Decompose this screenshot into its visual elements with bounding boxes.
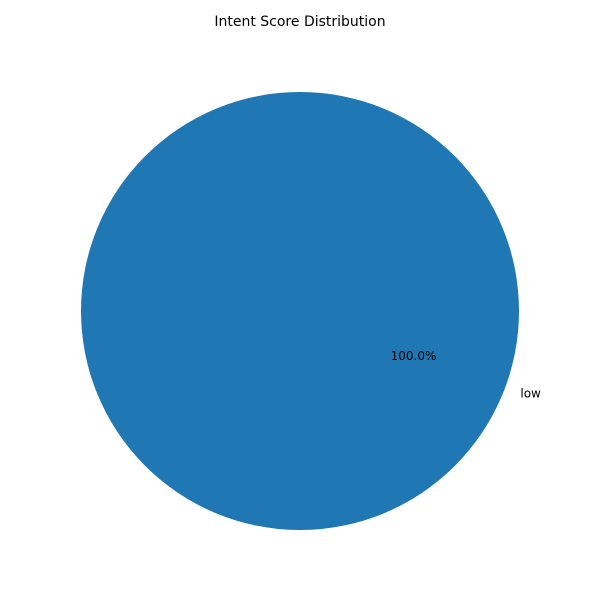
pie-labels: low 100.0% [391, 349, 541, 400]
pie-slice-low [81, 92, 519, 530]
pie-slices [81, 92, 519, 530]
slice-category-label: low [520, 386, 541, 400]
chart-title: Intent Score Distribution [214, 14, 386, 30]
slice-percent-label: 100.0% [391, 349, 437, 363]
